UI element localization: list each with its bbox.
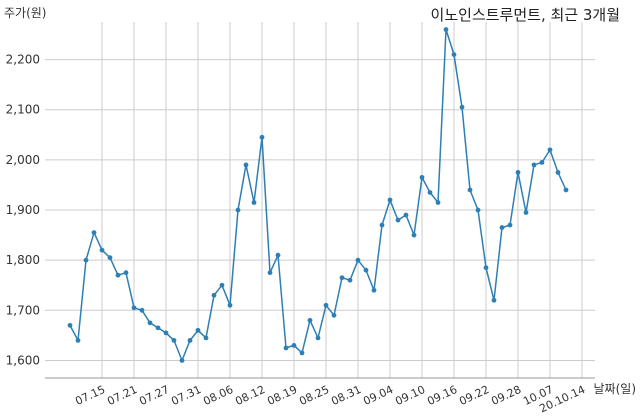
- data-point: [75, 337, 81, 343]
- data-point: [171, 337, 177, 343]
- x-tick-label: 08.06: [201, 383, 235, 408]
- data-point: [547, 147, 553, 153]
- data-point: [251, 200, 257, 205]
- y-tick-label: 1,700: [6, 303, 40, 317]
- data-point: [483, 265, 489, 271]
- data-point: [275, 252, 281, 258]
- data-point: [347, 277, 353, 283]
- data-point: [507, 222, 513, 228]
- data-point: [243, 162, 249, 168]
- y-tick-label: 1,900: [6, 203, 40, 217]
- x-tick-label: 07.27: [137, 383, 171, 408]
- data-point: [467, 187, 473, 193]
- data-point: [83, 257, 89, 263]
- data-point: [419, 175, 425, 180]
- x-tick-label: 09.16: [425, 383, 459, 408]
- data-point: [491, 297, 497, 303]
- data-point: [259, 134, 265, 140]
- data-point: [363, 267, 369, 273]
- data-point: [139, 307, 145, 313]
- data-point: [339, 275, 345, 281]
- data-point: [91, 230, 97, 235]
- data-point: [235, 207, 241, 213]
- data-point: [219, 282, 225, 288]
- data-point: [411, 232, 417, 238]
- data-point: [475, 207, 481, 213]
- data-point: [515, 170, 521, 175]
- y-tick-label: 2,200: [6, 53, 40, 67]
- data-point: [387, 197, 393, 203]
- data-point: [211, 292, 217, 298]
- data-point: [555, 170, 561, 175]
- data-point: [299, 350, 305, 356]
- data-point: [115, 272, 121, 278]
- x-tick-label: 08.31: [329, 383, 363, 408]
- y-tick-label: 2,000: [6, 153, 40, 167]
- data-point: [179, 358, 185, 363]
- x-axis-ticks: 07.1507.2107.2707.3108.0608.1208.1908.25…: [73, 383, 587, 415]
- data-point: [323, 302, 329, 308]
- data-point: [203, 335, 209, 341]
- series-line: [69, 29, 567, 363]
- data-point: [283, 345, 289, 351]
- data-point: [539, 159, 545, 165]
- data-point: [435, 200, 441, 205]
- x-tick-label: 08.19: [265, 383, 299, 408]
- data-point: [187, 337, 193, 343]
- x-tick-label: 08.12: [233, 383, 267, 408]
- data-point: [443, 27, 449, 32]
- data-point: [395, 217, 401, 223]
- data-point: [499, 225, 505, 230]
- chart-title: 이노인스트루먼트, 최근 3개월: [430, 6, 620, 24]
- data-point: [147, 320, 153, 326]
- data-point: [123, 270, 129, 276]
- x-tick-label: 07.21: [105, 383, 139, 408]
- y-tick-label: 2,100: [6, 103, 40, 117]
- data-point: [227, 302, 233, 308]
- data-point: [459, 104, 465, 110]
- data-point: [427, 190, 433, 195]
- x-tick-label: 09.28: [489, 383, 523, 408]
- data-point: [107, 255, 113, 261]
- y-tick-label: 1,800: [6, 253, 40, 267]
- data-point: [307, 317, 313, 323]
- y-axis-label: 주가(원): [4, 6, 47, 20]
- data-point: [99, 247, 105, 253]
- x-tick-label: 09.04: [361, 383, 395, 408]
- data-point: [331, 312, 337, 318]
- y-tick-label: 1,600: [6, 353, 40, 367]
- data-point: [67, 322, 73, 328]
- data-point: [379, 222, 385, 228]
- data-point: [563, 187, 569, 193]
- grid-lines: [45, 22, 595, 378]
- x-tick-label: 08.25: [297, 383, 331, 408]
- data-point: [195, 327, 201, 333]
- y-axis-ticks: 1,600 1,700 1,800 1,900 2,000 2,100 2,200: [6, 53, 40, 368]
- x-tick-label: 07.31: [169, 383, 203, 408]
- x-tick-label: 09.10: [393, 383, 427, 408]
- price-series: [67, 27, 569, 363]
- data-point: [371, 287, 377, 293]
- data-point: [163, 330, 169, 336]
- data-point: [315, 335, 321, 341]
- data-point: [531, 162, 537, 168]
- data-point: [131, 305, 137, 311]
- data-point: [403, 212, 409, 218]
- data-point: [267, 270, 273, 276]
- x-axis-label: 날짜(일): [593, 382, 636, 396]
- data-point: [523, 210, 529, 215]
- data-point: [451, 52, 457, 57]
- x-tick-label: 07.15: [73, 383, 107, 408]
- data-point: [355, 257, 361, 263]
- data-point: [291, 343, 297, 348]
- x-tick-label: 09.22: [457, 383, 491, 408]
- data-point: [155, 325, 161, 331]
